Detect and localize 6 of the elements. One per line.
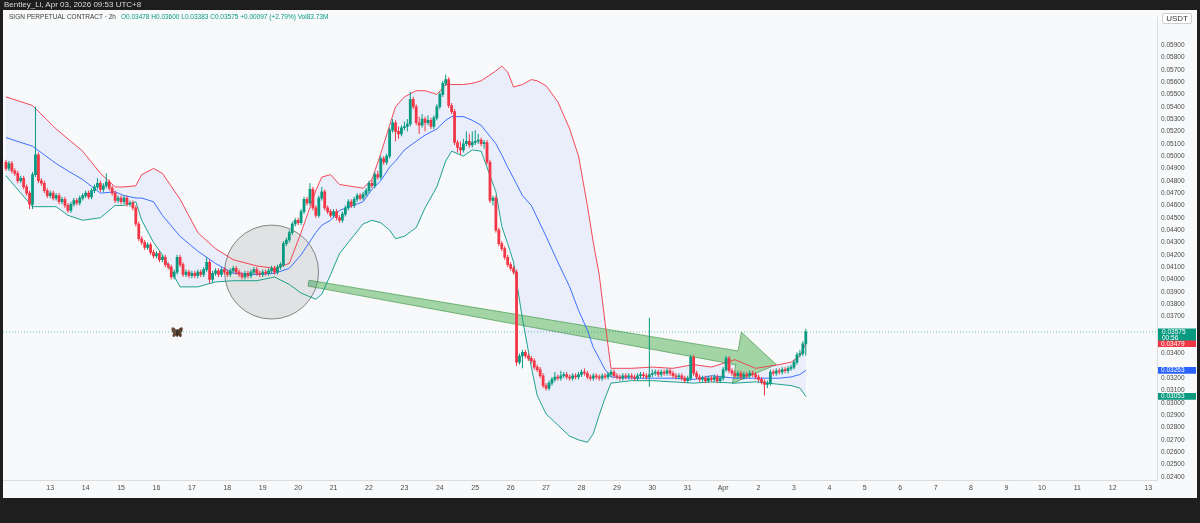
candlestick [556,373,560,382]
candlestick [237,269,241,278]
y-axis-title: USDT [1162,13,1192,24]
text: Bentley_Li, Apr 03, 2026 09:53 UTC+8 [4,0,142,10]
candlestick [208,259,211,284]
candlestick [281,240,285,268]
